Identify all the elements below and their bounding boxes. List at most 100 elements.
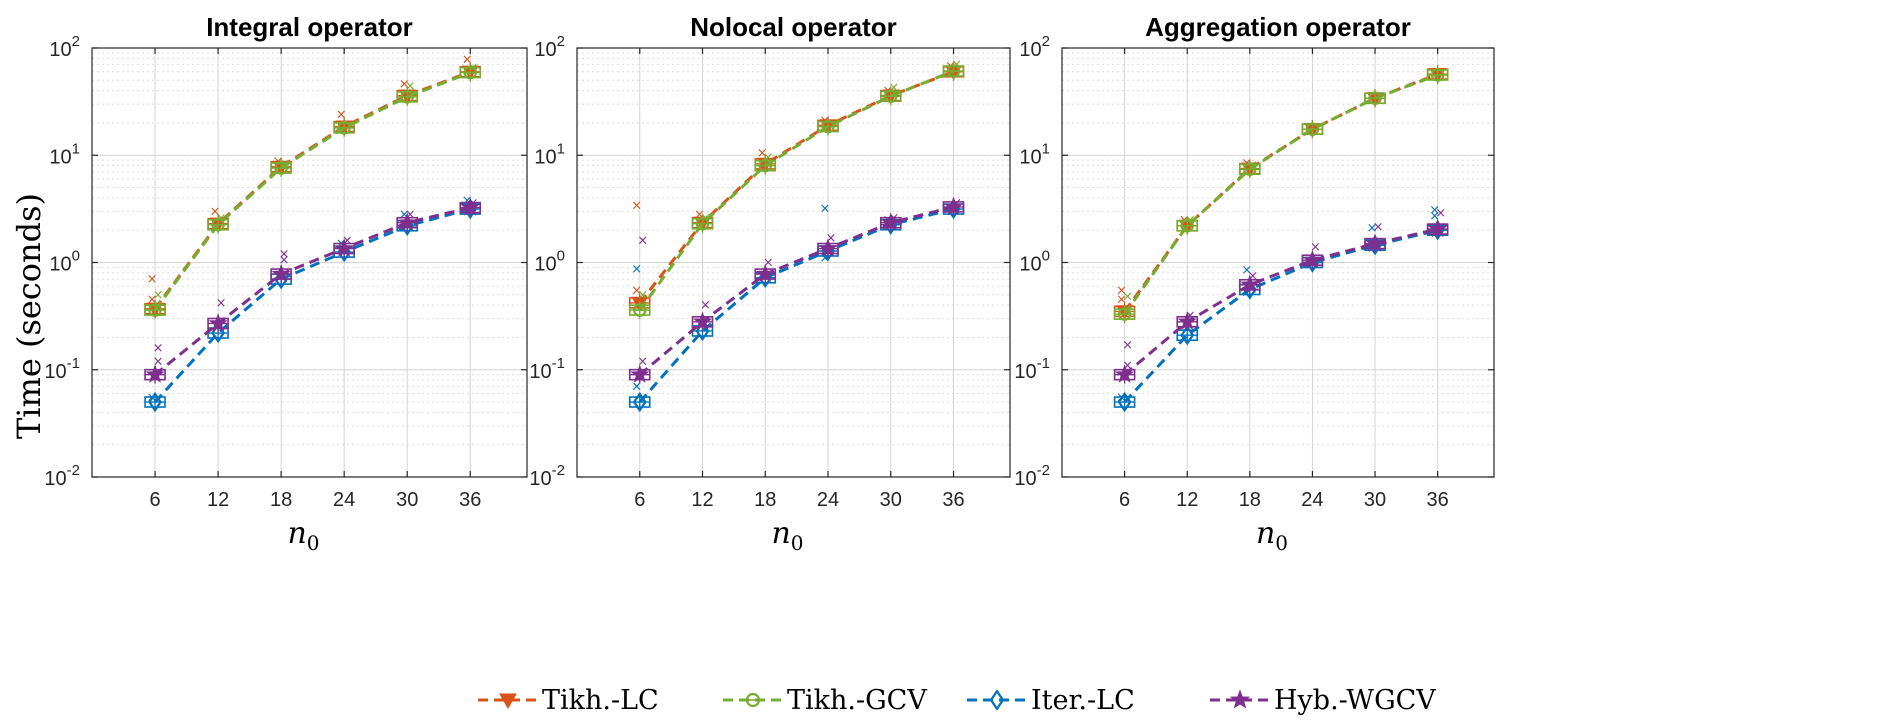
outlier-marker: × xyxy=(1122,290,1133,305)
data-point xyxy=(1177,311,1197,330)
data-point xyxy=(943,196,964,216)
y-tick-label: 101 xyxy=(49,140,80,168)
x-tick-label: 30 xyxy=(880,489,902,511)
legend-label: Iter.-LC xyxy=(1031,685,1135,716)
panel-integral-operator: ××××××××××××××××××××××××10-210-110010110… xyxy=(44,12,528,555)
outlier-marker: × xyxy=(1116,283,1127,298)
outlier-marker: × xyxy=(210,204,221,219)
outlier-marker: × xyxy=(153,288,164,303)
outlier-marker: × xyxy=(1122,338,1133,353)
series-line xyxy=(153,71,471,311)
outlier-marker: × xyxy=(1247,158,1258,173)
x-tick-label: 12 xyxy=(1176,489,1198,511)
panel-nolocal-operator: ××××××××××××××××××××××××10-210-110010110… xyxy=(529,12,1011,555)
outlier-marker: × xyxy=(279,247,290,262)
x-tick-label: 24 xyxy=(817,489,839,511)
outlier-marker: × xyxy=(888,80,899,95)
x-tick-label: 6 xyxy=(149,489,160,511)
outlier-marker: × xyxy=(405,208,416,223)
outlier-marker: × xyxy=(631,262,642,277)
data-point xyxy=(881,212,901,231)
y-tick-label: 10-2 xyxy=(529,462,565,490)
legend-item-iter-lc: Iter.-LC xyxy=(967,685,1135,716)
outlier-marker: × xyxy=(462,53,473,68)
outlier-marker: × xyxy=(888,211,899,226)
y-axis-label: Time (seconds) xyxy=(10,193,48,439)
outlier-marker: × xyxy=(820,201,831,216)
x-tick-label: 36 xyxy=(459,489,481,511)
data-point xyxy=(271,264,291,283)
data-point xyxy=(818,238,838,257)
series-hyb-wgcv: ×××××××× xyxy=(144,196,482,384)
legend-marker xyxy=(1229,689,1251,709)
outlier-marker: × xyxy=(216,296,227,311)
data-point xyxy=(1115,364,1135,383)
x-tick-label: 6 xyxy=(634,489,645,511)
x-tick-label: 36 xyxy=(1427,489,1449,511)
outlier-marker: × xyxy=(216,211,227,226)
series-line xyxy=(1123,73,1439,315)
x-tick-label: 18 xyxy=(1239,489,1261,511)
outlier-marker: × xyxy=(468,196,479,211)
panel-title: Nolocal operator xyxy=(690,12,897,42)
y-tick-label: 10-1 xyxy=(529,355,565,383)
outlier-marker: × xyxy=(147,391,158,406)
y-tick-label: 10-2 xyxy=(1014,462,1050,490)
outlier-marker: × xyxy=(826,231,837,246)
outlier-marker: × xyxy=(336,107,347,122)
data-point xyxy=(148,391,162,413)
outlier-marker: × xyxy=(951,196,962,211)
outlier-marker: × xyxy=(153,354,164,369)
legend-marker xyxy=(989,689,1005,711)
y-tick-label: 101 xyxy=(1019,140,1050,168)
outlier-marker: × xyxy=(1367,89,1378,104)
series-hyb-wgcv: ××××××× xyxy=(1113,206,1449,384)
series-line xyxy=(154,206,471,376)
outlier-marker: × xyxy=(951,58,962,73)
y-tick-label: 102 xyxy=(1019,33,1050,61)
outlier-marker: × xyxy=(1310,240,1321,255)
data-point xyxy=(1365,233,1385,252)
legend-item-tikh-lc: Tikh.-LC xyxy=(478,685,659,716)
outlier-marker: × xyxy=(631,198,642,213)
outlier-marker: × xyxy=(763,151,774,166)
series-tikh-gcv: ××× xyxy=(1113,66,1449,324)
outlier-marker: × xyxy=(399,208,410,223)
legend-item-tikh-gcv: Tikh.-GCV xyxy=(723,685,927,716)
data-point xyxy=(460,197,480,216)
x-tick-label: 24 xyxy=(333,489,355,511)
outlier-marker: × xyxy=(631,283,642,298)
x-tick-label: 24 xyxy=(1301,489,1323,511)
outlier-marker: × xyxy=(468,60,479,75)
outlier-marker: × xyxy=(637,234,648,249)
outlier-marker: × xyxy=(1116,293,1127,308)
data-point xyxy=(1117,391,1132,413)
outlier-marker: × xyxy=(1429,203,1440,218)
y-tick-label: 101 xyxy=(534,140,565,168)
series-tikh-gcv: × × × × × xyxy=(628,58,965,320)
y-tick-label: 100 xyxy=(534,248,565,276)
outlier-marker: × xyxy=(1247,269,1258,284)
outlier-marker: × xyxy=(1367,221,1378,236)
outlier-marker: × xyxy=(700,298,711,313)
outlier-marker: × xyxy=(342,234,353,249)
outlier-marker: × xyxy=(820,251,831,266)
outlier-marker: × xyxy=(1116,391,1127,406)
panel-title: Aggregation operator xyxy=(1145,12,1411,42)
outlier-marker: × xyxy=(1241,263,1252,278)
outlier-marker: × xyxy=(405,79,416,94)
x-tick-label: 12 xyxy=(207,489,229,511)
legend-marker xyxy=(499,693,517,710)
outlier-marker: × xyxy=(153,341,164,356)
outlier-marker: × xyxy=(694,208,705,223)
legend-item-hyb-wgcv: Hyb.-WGCV xyxy=(1210,685,1436,716)
y-tick-label: 102 xyxy=(49,33,80,61)
x-axis-label: n0 xyxy=(1256,516,1288,555)
outlier-marker: × xyxy=(1373,220,1384,235)
data-point xyxy=(145,364,165,383)
series-line xyxy=(638,69,955,311)
panel-title: Integral operator xyxy=(206,12,413,42)
series-hyb-wgcv: × × × × × × × xyxy=(628,196,965,384)
outlier-marker: × xyxy=(637,354,648,369)
